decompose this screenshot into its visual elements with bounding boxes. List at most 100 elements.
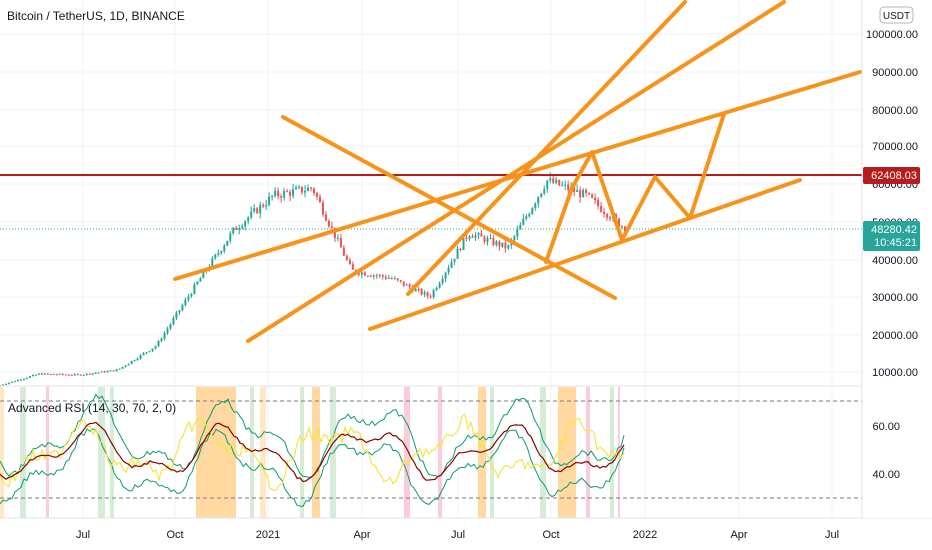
candle-body <box>19 379 22 381</box>
candle-body <box>214 254 217 259</box>
candle-body <box>474 235 477 238</box>
candle-body <box>139 354 142 359</box>
candle-body <box>543 189 546 194</box>
rsi-zone <box>110 387 114 518</box>
rsi-zone <box>490 387 494 518</box>
price-tick: 100000.00 <box>866 29 918 41</box>
candle-body <box>606 213 609 218</box>
current-price-badge: 48280.42 10:45:21 <box>863 221 920 251</box>
candle-body <box>67 374 70 376</box>
projected-path <box>544 112 726 264</box>
candle-body <box>172 318 175 325</box>
candle-body <box>321 202 324 215</box>
candle-body <box>73 374 76 376</box>
price-tick: 20000.00 <box>872 330 918 342</box>
candle-body <box>501 242 504 247</box>
candle-body <box>402 281 405 286</box>
candle-body <box>513 236 516 241</box>
candle-body <box>118 368 121 370</box>
rsi-zone <box>196 387 236 518</box>
candle-body <box>585 189 588 193</box>
rsi-zone <box>300 387 304 518</box>
candle-body <box>384 276 387 279</box>
candle-body <box>393 278 396 280</box>
candle-body <box>405 284 408 286</box>
candle-body <box>597 199 600 206</box>
rsi-zone <box>312 387 320 518</box>
price-tick: 10000.00 <box>872 367 918 379</box>
candle-body <box>444 272 447 279</box>
candle-body <box>88 373 91 375</box>
candle-body <box>345 255 348 260</box>
candle-body <box>103 371 106 373</box>
candle-body <box>468 236 471 239</box>
candle-body <box>121 366 124 369</box>
candle-body <box>603 211 606 214</box>
candle-body <box>163 333 166 339</box>
rsi-zone <box>260 387 266 518</box>
candle-body <box>7 382 10 384</box>
candle-body <box>498 241 501 247</box>
candle-body <box>453 258 456 262</box>
candle-body <box>558 179 561 186</box>
candle-body <box>94 372 97 374</box>
candle-body <box>429 296 432 298</box>
candle-body <box>169 324 172 329</box>
candle-body <box>112 370 115 372</box>
candle-body <box>609 217 612 220</box>
candle-body <box>130 360 133 364</box>
candle-body <box>109 370 112 372</box>
symbol-title: Bitcoin / TetherUS, 1D, BINANCE <box>7 9 185 23</box>
candle-body <box>286 191 289 193</box>
rsi-lines <box>0 393 625 507</box>
candle-body <box>381 274 384 277</box>
candle-body <box>621 226 624 228</box>
candle-body <box>363 272 366 276</box>
candle-body <box>339 238 342 248</box>
candle-body <box>181 305 184 311</box>
countdown-label: 10:45:21 <box>874 237 917 249</box>
candle-body <box>133 360 136 362</box>
candle-body <box>25 377 28 379</box>
candle-body <box>582 189 585 198</box>
trendline-lower-support <box>368 178 802 331</box>
candle-body <box>525 216 528 219</box>
candle-body <box>456 248 459 259</box>
candle-body <box>271 195 274 197</box>
rsi-tick: 40.00 <box>872 469 900 481</box>
candle-body <box>220 251 223 254</box>
candle-body <box>82 374 85 376</box>
candle-body <box>318 196 321 203</box>
candle-body <box>190 294 193 297</box>
candle-body <box>151 348 154 352</box>
candle-body <box>516 229 519 237</box>
rsi-zone <box>586 387 590 518</box>
candle-body <box>226 240 229 246</box>
currency-button-label: USDT <box>883 11 910 22</box>
candle-body <box>432 289 435 298</box>
candle-body <box>435 287 438 290</box>
time-label: 2022 <box>633 529 657 541</box>
candle-body <box>408 284 411 288</box>
candle-body <box>537 196 540 204</box>
candle-body <box>229 233 232 241</box>
trendline-drawings[interactable] <box>173 0 862 343</box>
candle-body <box>396 278 399 281</box>
candle-body <box>148 351 151 353</box>
candle-body <box>235 227 238 230</box>
candle-body <box>492 237 495 245</box>
candle-body <box>441 278 444 284</box>
current-price-label: 48280.42 <box>871 224 917 236</box>
currency-button[interactable]: USDT <box>879 6 914 24</box>
candle-body <box>540 193 543 197</box>
candle-body <box>591 194 594 198</box>
candle-body <box>76 374 79 376</box>
candle-body <box>390 277 393 279</box>
candle-body <box>552 178 555 183</box>
trendline-steep-support <box>246 0 786 343</box>
candle-body <box>624 226 626 233</box>
candle-body <box>324 214 327 221</box>
rsi-indicator-title: Advanced RSI (14, 30, 70, 2, 0) <box>8 401 176 415</box>
price-axis-bg <box>862 0 932 518</box>
